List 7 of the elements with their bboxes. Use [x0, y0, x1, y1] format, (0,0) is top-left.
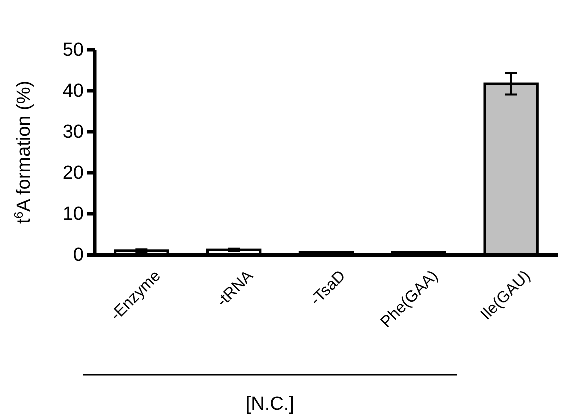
y-tick-label: 10	[62, 204, 84, 226]
y-tick-label: 50	[62, 40, 84, 62]
text: [N.C.]	[246, 394, 294, 415]
y-tick-label: 20	[62, 163, 84, 184]
y-tick-label: 40	[62, 81, 84, 102]
y-tick-label: 30	[62, 122, 84, 144]
y-tick-label: 0	[73, 245, 84, 266]
